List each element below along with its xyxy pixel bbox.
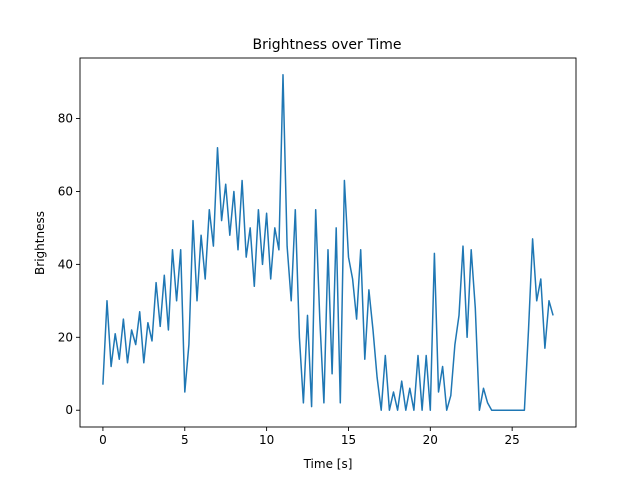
x-tick-label: 5 — [181, 433, 189, 447]
x-tick-label: 25 — [505, 433, 520, 447]
x-axis-label: Time [s] — [303, 457, 353, 471]
y-tick-label: 80 — [58, 112, 73, 126]
axes-frame — [79, 57, 577, 428]
y-tick-label: 40 — [58, 257, 73, 271]
y-axis-label: Brightness — [33, 211, 47, 275]
y-tick-label: 20 — [58, 330, 73, 344]
y-axis: 0 20 40 60 80 — [58, 112, 80, 417]
series-line-brightness — [102, 74, 554, 411]
x-tick-label: 15 — [341, 433, 356, 447]
y-tick-label: 60 — [58, 184, 73, 198]
x-tick-label: 10 — [259, 433, 274, 447]
x-axis: 0 5 10 15 20 25 — [99, 427, 520, 447]
chart-title: Brightness over Time — [253, 37, 402, 53]
y-tick-label: 0 — [65, 403, 73, 417]
x-tick-label: 20 — [423, 433, 438, 447]
plot-area — [102, 74, 554, 411]
x-tick-label: 0 — [99, 433, 107, 447]
